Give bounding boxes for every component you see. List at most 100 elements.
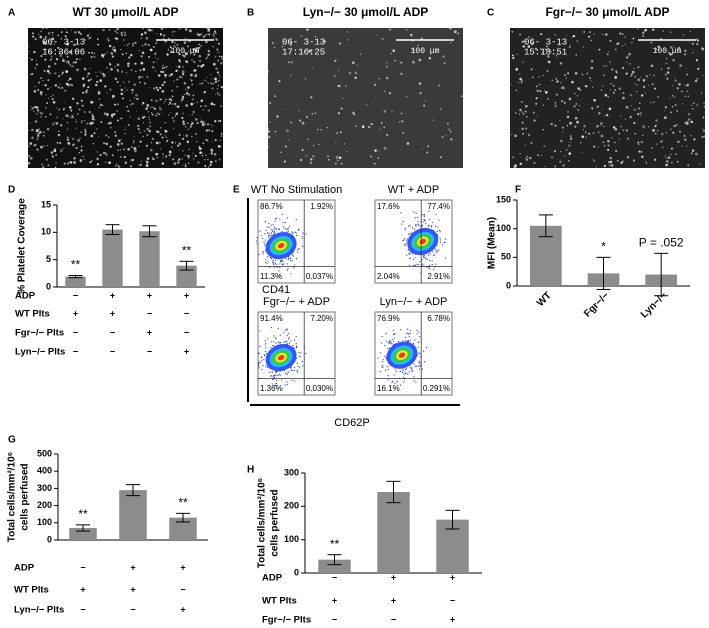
platelet-dot <box>217 120 220 122</box>
platelet-dot <box>139 140 142 143</box>
y-tick-label: 200 <box>37 500 52 510</box>
platelet-dot <box>544 48 547 51</box>
event-dot <box>266 366 268 368</box>
event-dot <box>256 237 258 239</box>
platelet-dot <box>150 29 153 32</box>
quadrant-percent: 1.92% <box>310 202 333 211</box>
platelet-dot <box>625 118 627 120</box>
image-date: 06- 3-13 <box>42 37 85 47</box>
platelet-dot <box>65 60 68 63</box>
platelet-dot <box>597 131 600 134</box>
platelet-dot <box>83 158 85 160</box>
error-bar <box>327 554 342 566</box>
platelet-dot <box>191 120 193 122</box>
platelet-dot <box>134 62 137 65</box>
platelet-dot <box>111 154 114 157</box>
platelet-dot <box>103 73 105 76</box>
event-dot <box>272 261 274 264</box>
platelet-dot <box>327 159 330 161</box>
platelet-dot <box>179 60 181 63</box>
event-dot <box>418 352 420 354</box>
event-dot <box>273 335 275 337</box>
platelet-dot <box>146 160 149 164</box>
quadrant-percent: 16.1% <box>377 384 400 393</box>
x-tick-label: Lyn−/− <box>639 290 669 320</box>
image-date: 06- 3-13 <box>282 37 325 47</box>
platelet-dot <box>172 120 176 123</box>
platelet-dot <box>555 105 557 107</box>
platelet-dot <box>66 42 70 46</box>
platelet-dot <box>554 124 557 127</box>
platelet-dot <box>542 51 544 54</box>
platelet-dot <box>665 62 667 65</box>
platelet-dot <box>46 144 49 147</box>
condition-name: ADP <box>15 291 36 302</box>
platelet-dot <box>314 36 317 38</box>
bar <box>139 231 160 287</box>
platelet-dot <box>147 111 149 113</box>
platelet-dot <box>141 76 144 78</box>
platelet-dot <box>579 104 581 107</box>
platelet-dot <box>217 94 220 96</box>
event-dot <box>379 371 381 373</box>
platelet-dot <box>71 114 73 117</box>
quadrant-percent: 6.78% <box>427 314 450 323</box>
platelet-dot <box>701 135 704 138</box>
platelet-dot <box>530 68 533 71</box>
platelet-dot <box>134 85 136 87</box>
event-dot <box>400 384 402 386</box>
y-axis-label: cells perfused <box>20 463 31 530</box>
platelet-dot <box>690 134 692 137</box>
platelet-dot <box>676 160 679 163</box>
event-dot <box>282 226 284 228</box>
platelet-dot <box>48 72 51 75</box>
event-dot <box>268 222 270 225</box>
platelet-dot <box>609 89 611 91</box>
platelet-dot <box>670 153 672 155</box>
event-dot <box>415 224 417 226</box>
platelet-dot <box>62 58 64 60</box>
error-bar <box>126 484 140 497</box>
event-dot <box>424 361 426 363</box>
platelet-dot <box>112 47 114 49</box>
event-dot <box>281 379 283 381</box>
platelet-dot <box>187 162 190 165</box>
platelet-dot <box>48 49 50 51</box>
platelet-dot <box>149 148 153 152</box>
y-axis-label: Total cells/mm²/10⁶ <box>257 478 268 569</box>
event-dot <box>267 260 269 262</box>
platelet-dot <box>29 156 33 160</box>
platelet-dot <box>29 122 31 124</box>
condition-mark: + <box>180 604 185 614</box>
event-dot <box>384 369 387 371</box>
event-dot <box>270 347 272 349</box>
platelet-dot <box>64 89 67 92</box>
event-dot <box>286 269 289 271</box>
platelet-dot <box>643 85 646 89</box>
platelet-dot <box>267 130 270 133</box>
platelet-dot <box>187 86 190 89</box>
platelet-dot <box>691 42 695 45</box>
platelet-dot <box>59 83 61 85</box>
platelet-dot <box>146 133 149 137</box>
platelet-dot <box>625 56 627 59</box>
platelet-dot <box>29 57 31 59</box>
platelet-dot <box>117 164 120 167</box>
image-title: Lyn−/− 30 μmol/L ADP <box>303 5 429 19</box>
platelet-dot <box>418 82 422 85</box>
platelet-dot <box>427 145 430 148</box>
platelet-dot <box>133 135 135 137</box>
platelet-dot <box>531 76 534 79</box>
event-dot <box>389 340 391 342</box>
platelet-dot <box>124 33 127 36</box>
platelet-dot <box>147 28 151 32</box>
platelet-dot <box>52 122 55 126</box>
event-dot <box>279 374 281 376</box>
platelet-dot <box>182 135 184 137</box>
platelet-dot <box>42 80 44 82</box>
platelet-dot <box>637 113 640 116</box>
platelet-dot <box>669 31 672 34</box>
platelet-dot <box>217 59 220 62</box>
platelet-dot <box>90 121 94 125</box>
platelet-dot <box>123 156 126 159</box>
